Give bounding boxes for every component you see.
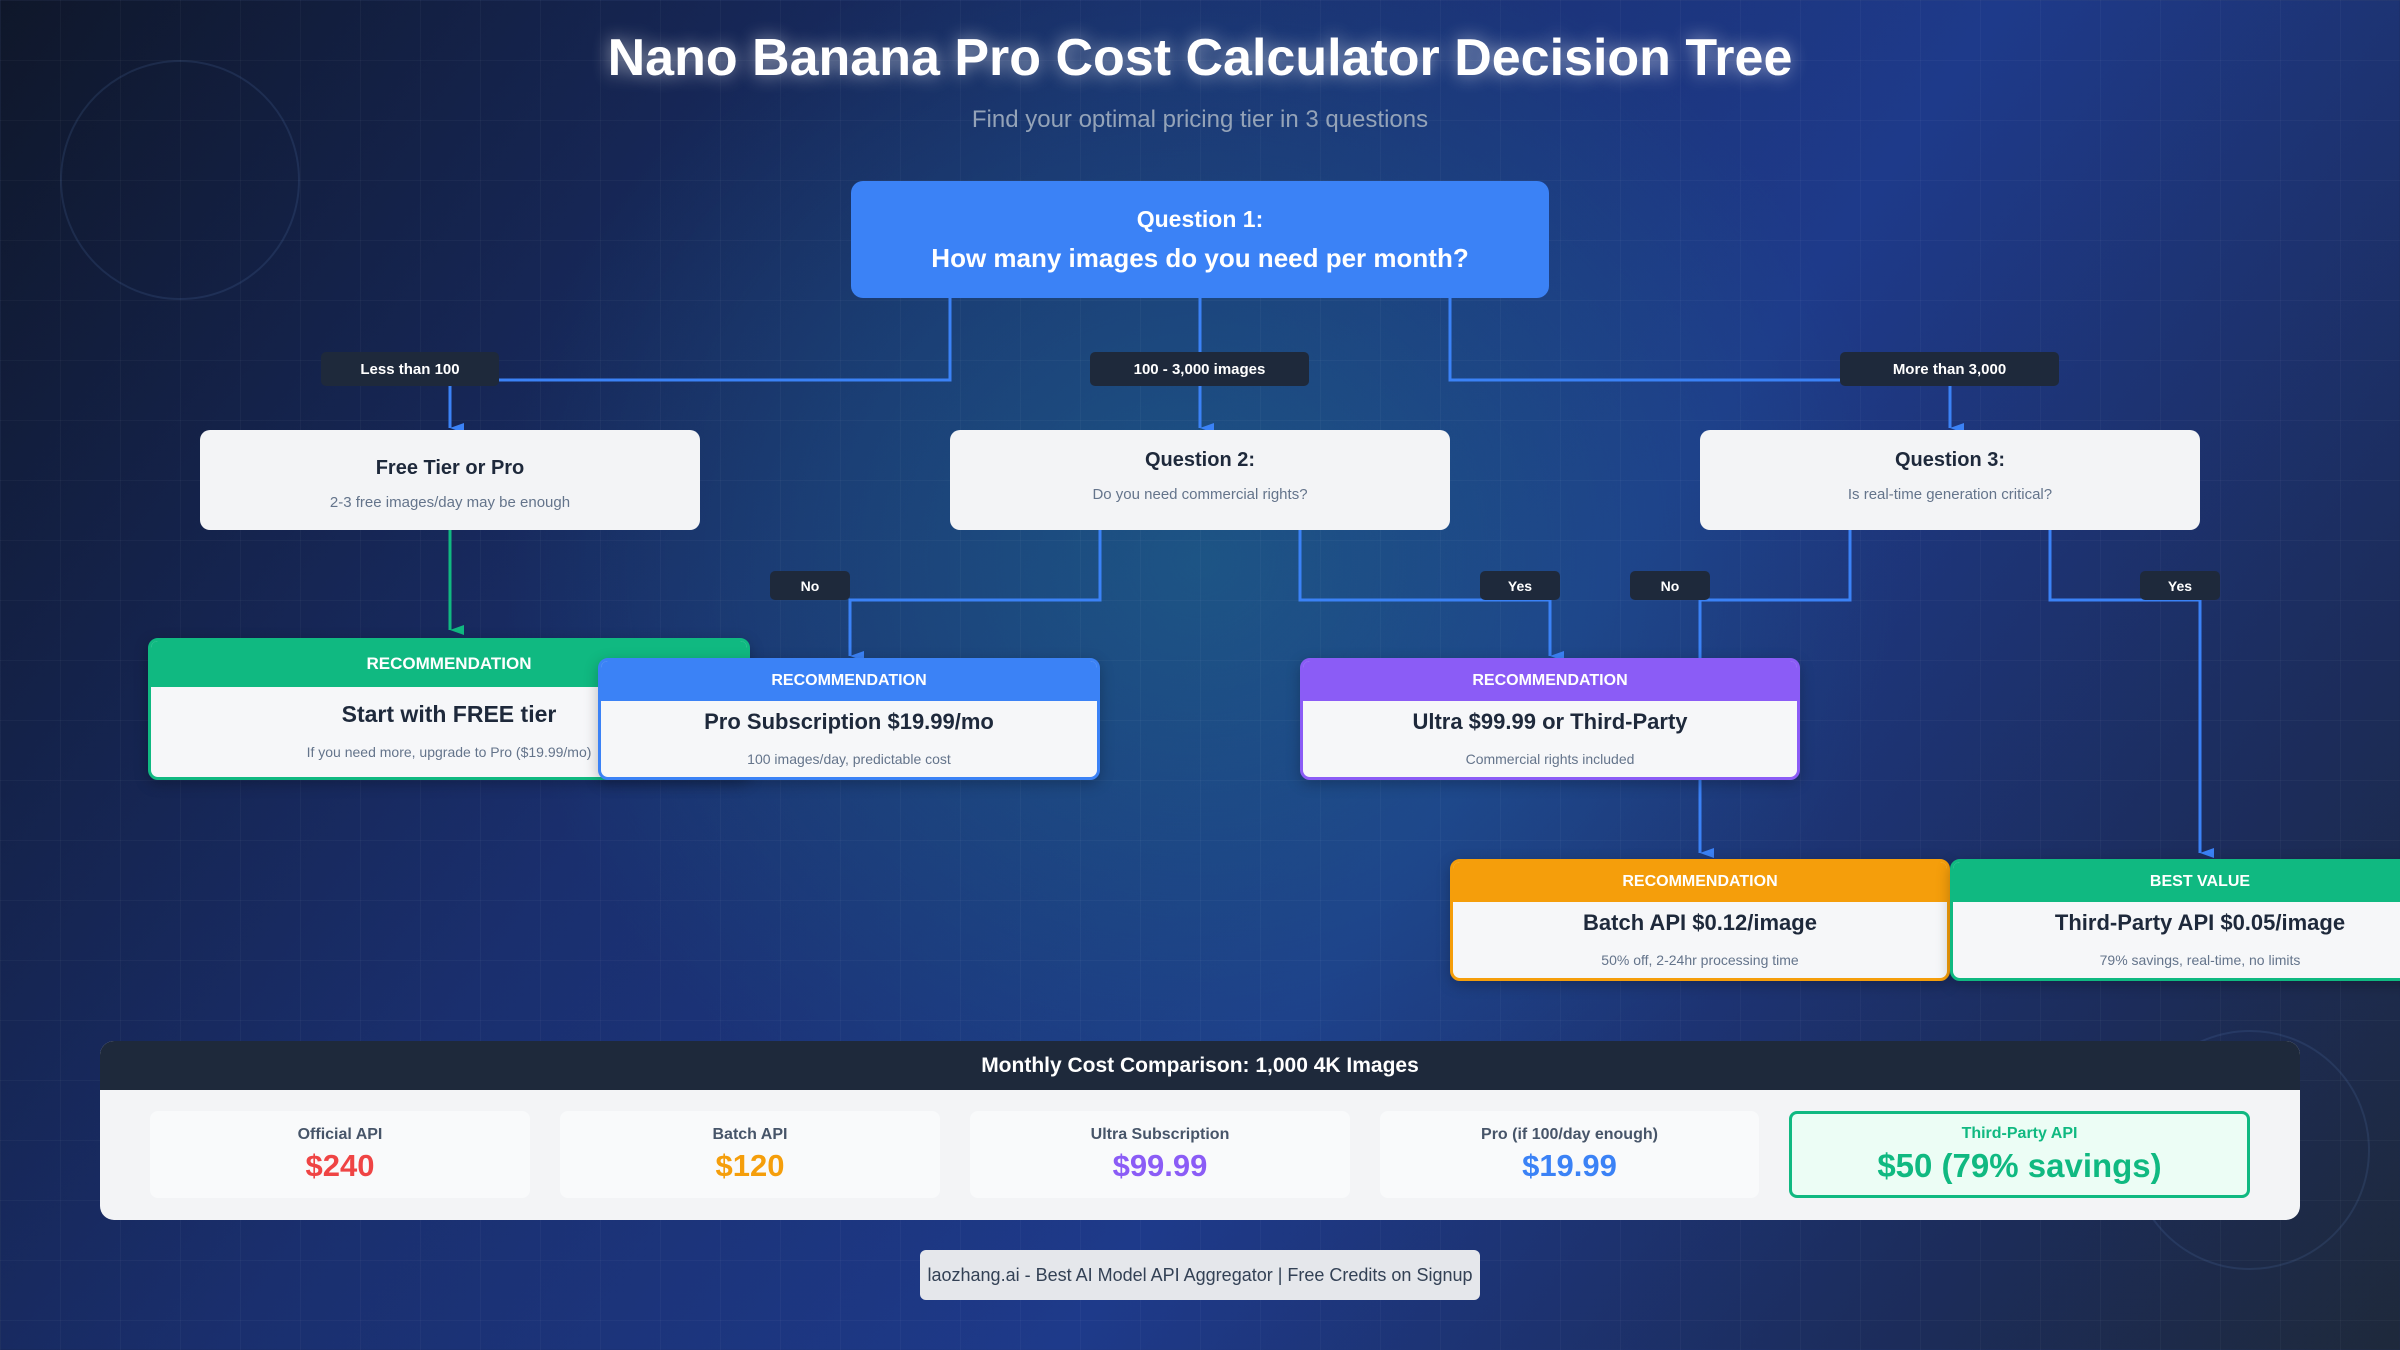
recommendation-third-party: BEST VALUE Third-Party API $0.05/image 7… — [1950, 859, 2400, 981]
rec-subtitle: 50% off, 2-24hr processing time — [1601, 952, 1799, 968]
rec-header: RECOMMENDATION — [601, 661, 1097, 701]
node-subtitle: Do you need commercial rights? — [1092, 486, 1308, 503]
connector-high — [1448, 298, 1964, 433]
branch-label-mid: 100 - 3,000 images — [1090, 352, 1309, 386]
cost-label: Ultra Subscription — [1090, 1125, 1230, 1143]
question-3-node: Question 3: Is real-time generation crit… — [1700, 430, 2200, 530]
cost-label: Third-Party API — [1961, 1124, 2078, 1142]
cost-value: $50 (79% savings) — [1877, 1146, 2162, 1184]
branch-label-q2-no: No — [770, 571, 850, 600]
connector-q2-yes — [1298, 530, 1564, 661]
node-title: Question 3: — [1894, 449, 2005, 471]
cost-value: $99.99 — [1112, 1147, 1208, 1183]
branch-label-q2-yes: Yes — [1480, 571, 1560, 600]
cost-value: $19.99 — [1522, 1147, 1617, 1183]
page-subtitle: Find your optimal pricing tier in 3 ques… — [971, 106, 1429, 133]
question-2-node: Question 2: Do you need commercial right… — [950, 430, 1450, 530]
page-title: Nano Banana Pro Cost Calculator Decision… — [607, 29, 1793, 87]
cost-card-official: Official API $240 — [150, 1111, 530, 1198]
node-title: Free Tier or Pro — [375, 457, 525, 479]
rec-subtitle: 100 images/day, predictable cost — [747, 751, 951, 767]
cost-card-pro: Pro (if 100/day enough) $19.99 — [1380, 1111, 1759, 1198]
branch-label-high: More than 3,000 — [1840, 352, 2059, 386]
question-1-label: Question 1: — [1136, 205, 1264, 232]
connector-q3-yes — [2048, 530, 2214, 858]
rec-title: Start with FREE tier — [341, 701, 557, 727]
node-subtitle: 2-3 free images/day may be enough — [329, 494, 571, 511]
branch-label-q3-yes: Yes — [2140, 571, 2220, 600]
free-tier-node: Free Tier or Pro 2-3 free images/day may… — [200, 430, 700, 530]
cost-value: $120 — [715, 1147, 785, 1183]
rec-title: Third-Party API $0.05/image — [2054, 910, 2346, 935]
cost-label: Batch API — [712, 1125, 788, 1143]
recommendation-pro: RECOMMENDATION Pro Subscription $19.99/m… — [598, 658, 1100, 780]
comparison-title: Monthly Cost Comparison: 1,000 4K Images — [100, 1041, 2300, 1090]
cost-label: Pro (if 100/day enough) — [1481, 1125, 1658, 1143]
cost-card-batch: Batch API $120 — [560, 1111, 940, 1198]
decorative-circle — [60, 60, 300, 300]
rec-subtitle: 79% savings, real-time, no limits — [2099, 952, 2301, 968]
cost-value: $240 — [305, 1147, 375, 1183]
recommendation-batch: RECOMMENDATION Batch API $0.12/image 50%… — [1450, 859, 1950, 981]
connector-q2-no — [848, 530, 1102, 661]
branch-label-q3-no: No — [1630, 571, 1710, 600]
connector-low — [448, 298, 952, 433]
footer-banner[interactable]: laozhang.ai - Best AI Model API Aggregat… — [920, 1250, 1480, 1300]
cost-comparison-panel: Monthly Cost Comparison: 1,000 4K Images… — [100, 1041, 2300, 1220]
question-1-text: How many images do you need per month? — [931, 242, 1469, 273]
cost-card-ultra: Ultra Subscription $99.99 — [970, 1111, 1350, 1198]
rec-title: Pro Subscription $19.99/mo — [704, 709, 994, 734]
rec-title: Ultra $99.99 or Third-Party — [1412, 709, 1688, 734]
rec-subtitle: Commercial rights included — [1465, 751, 1635, 767]
rec-header: BEST VALUE — [1953, 862, 2400, 902]
rec-header: RECOMMENDATION — [1453, 862, 1947, 902]
rec-title: Batch API $0.12/image — [1583, 910, 1817, 935]
node-title: Question 2: — [1144, 449, 1255, 471]
rec-header: RECOMMENDATION — [1303, 661, 1797, 701]
question-1-node: Question 1: How many images do you need … — [851, 181, 1549, 298]
cost-label: Official API — [297, 1125, 383, 1143]
recommendation-ultra: RECOMMENDATION Ultra $99.99 or Third-Par… — [1300, 658, 1800, 780]
rec-subtitle: If you need more, upgrade to Pro ($19.99… — [306, 744, 592, 760]
cost-card-third-party: Third-Party API $50 (79% savings) — [1789, 1111, 2250, 1198]
node-subtitle: Is real-time generation critical? — [1847, 486, 2053, 503]
branch-label-low: Less than 100 — [321, 352, 499, 386]
